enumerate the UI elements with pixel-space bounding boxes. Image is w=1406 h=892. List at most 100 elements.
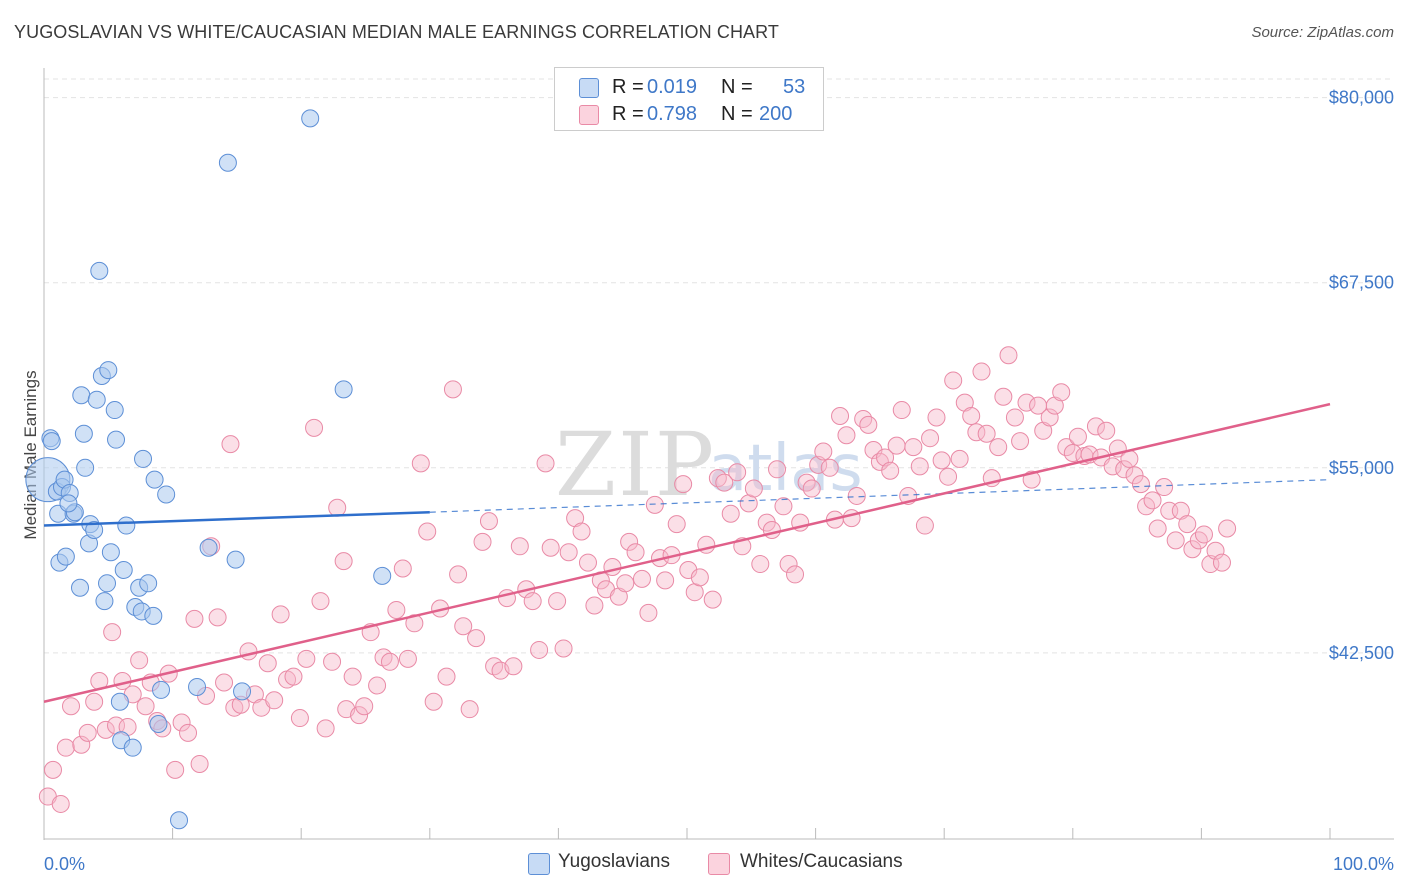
data-point-whites [616,574,635,593]
data-point-whites [876,448,895,467]
data-point-whites [977,424,996,443]
data-point-whites [578,553,597,572]
data-point-whites [645,495,664,514]
data-point-whites [85,692,104,711]
data-point-whites [284,667,303,686]
data-point-whites [892,401,911,420]
data-point-whites [690,568,709,587]
data-point-whites [1148,519,1167,538]
data-point-whites [802,479,821,498]
data-point-whites [927,408,946,427]
data-point-whites [523,592,542,611]
data-point-whites [679,560,698,579]
x-tick-label-0: 0.0% [44,854,85,874]
legend-swatch-pink [579,105,599,125]
data-point-yugoslavians [373,566,392,585]
data-point-whites [355,697,374,716]
data-point-whites [831,406,850,425]
data-point-yugoslavians [233,682,252,701]
legend-n-label: N = [721,103,753,125]
data-point-whites [1212,553,1231,572]
legend-row-yugoslavians: R = 0.019 N = 53 [555,74,823,102]
data-point-whites [530,640,549,659]
data-point-whites [343,667,362,686]
data-point-whites [467,629,486,648]
data-point-whites [510,537,529,556]
data-point-yugoslavians [56,547,75,566]
data-point-yugoslavians [152,680,171,699]
data-point-yugoslavians [218,153,237,172]
chart-title: YUGOSLAVIAN VS WHITE/CAUCASIAN MEDIAN MA… [14,22,780,42]
bottom-legend-swatch-pink [708,853,730,875]
data-point-whites [1194,525,1213,544]
data-point-yugoslavians [76,458,95,477]
data-point-whites [559,543,578,562]
data-point-whites [944,371,963,390]
data-point-yugoslavians [144,606,163,625]
data-point-whites [393,559,412,578]
data-point-yugoslavians [199,538,218,557]
data-point-whites [554,639,573,658]
data-point-whites [1017,393,1036,412]
data-point-whites [166,760,185,779]
data-point-yugoslavians [226,550,245,569]
data-point-whites [72,735,91,754]
data-point-yugoslavians [95,592,114,611]
data-point-whites [368,676,387,695]
data-point-whites [185,609,204,628]
trend-line-whites [43,402,1331,703]
y-axis-label: Median Male Earnings [21,370,40,539]
data-point-whites [1218,519,1237,538]
data-point-whites [786,565,805,584]
data-point-whites [411,454,430,473]
bottom-legend-label: Yugoslavians [558,851,670,872]
data-point-whites [1052,383,1071,402]
data-point-whites [854,409,873,428]
legend-r-label: R = [612,103,644,125]
data-point-whites [715,473,734,492]
trend-line-yugoslavians-extension [429,479,1331,513]
data-point-whites [1040,408,1059,427]
data-point-whites [626,543,645,562]
series-whites-points [38,346,1237,813]
data-point-whites [1131,475,1150,494]
data-point-whites [1011,432,1030,451]
data-point-whites [454,617,473,636]
data-point-whites [536,454,555,473]
data-point-yugoslavians [145,470,164,489]
data-point-whites [797,473,816,492]
data-point-whites [1183,540,1202,559]
data-point-whites [1166,531,1185,550]
data-point-whites [667,515,686,534]
data-point-whites [1178,515,1197,534]
data-point-whites [56,738,75,757]
legend-r-label: R = [612,76,644,98]
data-point-whites [820,458,839,477]
data-point-whites [721,504,740,523]
gridlines [44,78,1394,654]
data-point-yugoslavians [101,543,120,562]
data-point-whites [639,603,658,622]
legend-row-whites: R = 0.798 N = 200 [555,101,823,129]
data-point-yugoslavians [157,485,176,504]
data-point-whites [1125,466,1144,485]
legend-n-value: 200 [759,103,793,125]
data-point-yugoslavians [139,574,158,593]
data-point-whites [674,475,693,494]
data-point-whites [51,794,70,813]
data-point-whites [744,479,763,498]
data-point-yugoslavians [334,380,353,399]
data-point-whites [479,512,498,531]
data-point-whites [572,522,591,541]
data-point-whites [1103,457,1122,476]
data-point-whites [887,436,906,455]
data-point-whites [1143,491,1162,510]
data-point-whites [297,649,316,668]
data-point-yugoslavians [87,390,106,409]
data-point-whites [939,467,958,486]
data-point-yugoslavians [114,560,133,579]
data-point-yugoslavians [74,424,93,443]
y-tick-label: $80,000 [1329,88,1394,108]
data-point-whites [809,455,828,474]
